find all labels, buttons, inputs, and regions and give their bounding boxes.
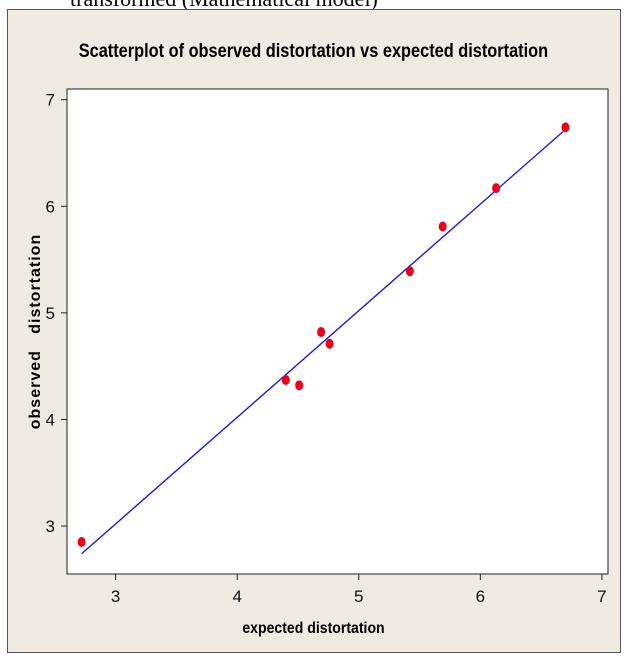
fit-line xyxy=(81,131,564,555)
y-tick-label: 5 xyxy=(46,304,55,323)
data-point xyxy=(295,380,304,391)
x-tick-label: 6 xyxy=(476,587,485,606)
x-tick-label: 4 xyxy=(232,587,241,606)
y-tick-label: 4 xyxy=(46,410,55,429)
data-point xyxy=(325,338,334,349)
x-tick-label: 3 xyxy=(111,587,120,606)
data-point xyxy=(281,375,290,385)
y-tick-label: 6 xyxy=(46,197,55,216)
x-axis: 3 4 5 6 7 xyxy=(111,574,607,606)
y-tick-label: 3 xyxy=(46,517,55,536)
data-point xyxy=(77,537,86,548)
x-axis-label: expected distortation xyxy=(242,619,384,637)
points-group xyxy=(77,122,570,548)
chart-title: Scatterplot of observed distortation vs … xyxy=(78,41,549,62)
y-axis: 3 4 5 6 7 xyxy=(46,91,67,536)
data-point xyxy=(405,266,414,277)
x-tick-label: 7 xyxy=(597,587,606,606)
y-tick-label: 7 xyxy=(46,91,55,110)
data-point xyxy=(561,122,570,133)
x-tick-label: 5 xyxy=(354,587,363,606)
plot-area xyxy=(66,88,609,575)
data-point xyxy=(438,221,447,232)
fit-line-group xyxy=(81,131,564,555)
data-point xyxy=(492,183,501,194)
y-axis-label: observed distortation xyxy=(27,234,44,429)
data-point xyxy=(317,327,326,338)
clipped-caption-text: transformed (Mathematical model) xyxy=(70,0,378,12)
